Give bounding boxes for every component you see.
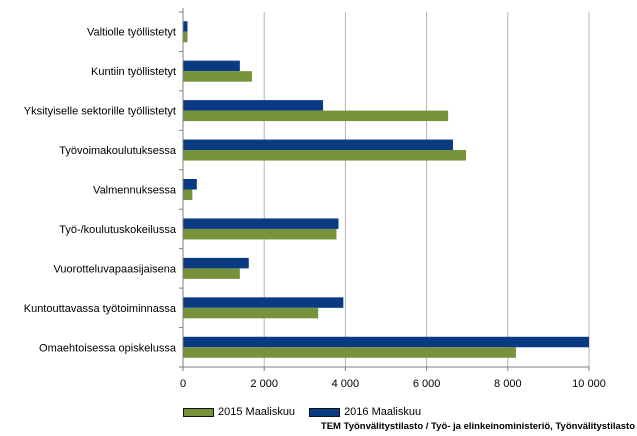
legend-swatch-2015 xyxy=(183,407,214,417)
category-label: Työvoimakoulutuksessa xyxy=(59,145,177,157)
category-label: Valtiolle työllistetyt xyxy=(87,27,176,39)
category-label: Valmennuksessa xyxy=(93,185,177,197)
bar-2015 xyxy=(183,189,193,200)
category-label: Kuntouttavassa työtoiminnassa xyxy=(24,303,177,315)
bar-2016 xyxy=(183,297,344,308)
bar-2016 xyxy=(183,60,240,72)
category-label: Työ-/koulutuskokeilussa xyxy=(59,224,177,236)
chart-legend: 2015 Maaliskuu 2016 Maaliskuu xyxy=(183,405,435,419)
x-tick-label: 2 000 xyxy=(250,378,278,390)
x-tick-label: 4 000 xyxy=(332,378,360,390)
x-tick-label: 6 000 xyxy=(413,378,441,390)
bar-2016 xyxy=(183,336,589,348)
bar-2016 xyxy=(183,100,324,111)
category-label: Vuorotteluvapaasijaisena xyxy=(53,263,176,275)
legend-item-2016: 2016 Maaliskuu xyxy=(309,406,421,418)
x-tick-label: 8 000 xyxy=(494,378,522,390)
legend-label-2015: 2015 Maaliskuu xyxy=(218,406,296,418)
category-label: Kuntiin työllistetyt xyxy=(91,66,176,78)
bar-2016 xyxy=(183,179,197,190)
bar-2015 xyxy=(183,150,466,161)
category-label: Omaehtoisessa opiskelussa xyxy=(39,342,177,354)
category-label: Yksityiselle sektorille työllistetyt xyxy=(24,106,176,118)
source-note: TEM Työnvälitystilasto / Työ- ja elinkei… xyxy=(320,421,635,432)
bar-chart: Valtiolle työllistetyt Kuntiin työllistet… xyxy=(24,8,606,390)
bar-2015 xyxy=(183,268,240,279)
legend-item-2015: 2015 Maaliskuu xyxy=(183,406,295,418)
bar-2015 xyxy=(183,228,337,240)
x-tick-label: 10 000 xyxy=(572,378,606,390)
legend-swatch-2016 xyxy=(309,407,341,417)
bar-2016 xyxy=(183,257,249,269)
bar-2015 xyxy=(183,71,253,82)
bar-2016 xyxy=(183,139,453,151)
bar-2016 xyxy=(183,218,339,229)
bar-2015 xyxy=(183,31,188,43)
bar-2015 xyxy=(183,347,516,358)
legend-label-2016: 2016 Maaliskuu xyxy=(344,406,422,418)
bar-2016 xyxy=(183,21,188,32)
x-tick-label: 0 xyxy=(180,378,186,390)
bar-2015 xyxy=(183,307,319,319)
bar-2015 xyxy=(183,110,449,122)
